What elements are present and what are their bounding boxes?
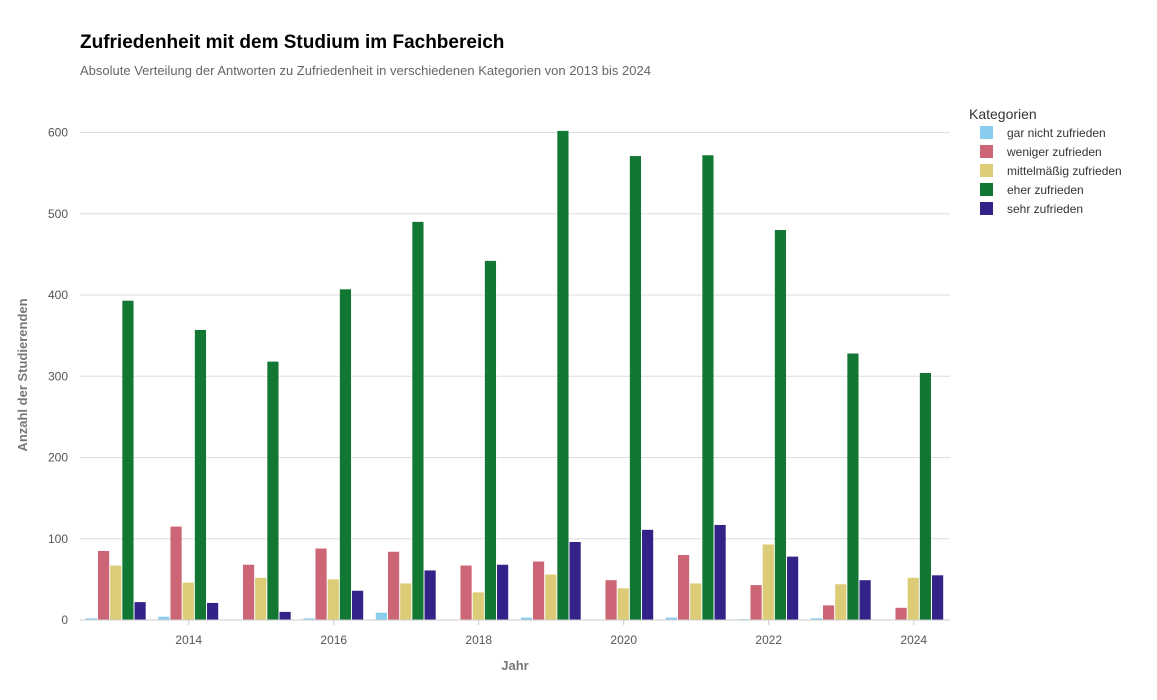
bar (919, 373, 932, 620)
bar (605, 580, 617, 620)
legend-title: Kategorien (969, 106, 1037, 122)
bar (158, 616, 170, 620)
bar (497, 564, 509, 620)
bar (714, 524, 726, 620)
bars (85, 130, 944, 620)
bar (847, 353, 859, 620)
bar (194, 329, 207, 620)
x-tick-label: 2014 (175, 633, 202, 647)
bar (375, 612, 387, 620)
bar (932, 575, 944, 620)
bar (642, 529, 654, 620)
axes: 0 100 200 300 400 500 600 2014 2016 2018 2020 2022 2… (48, 126, 950, 647)
bar (279, 611, 291, 620)
bar (400, 583, 412, 620)
bar (97, 550, 110, 620)
x-axis-title: Jahr (501, 658, 528, 673)
bar (835, 584, 847, 620)
bar (170, 526, 182, 620)
legend-swatch (980, 202, 993, 215)
y-axis-title: Anzahl der Studierenden (15, 298, 30, 451)
bar (810, 618, 822, 620)
bar (255, 577, 267, 620)
bar (532, 561, 545, 620)
x-tick-label: 2020 (610, 633, 637, 647)
legend-label: weniger zufrieden (1006, 145, 1102, 159)
bar (907, 577, 919, 620)
bar (242, 564, 255, 620)
bar (110, 565, 122, 620)
bar (327, 579, 339, 620)
bar (822, 605, 835, 620)
bar (690, 583, 702, 620)
bar (774, 230, 787, 620)
bar (859, 580, 871, 620)
bar (617, 588, 629, 620)
bar (629, 156, 642, 620)
legend-swatch (980, 126, 993, 139)
bar (787, 556, 799, 620)
y-tick-label: 100 (48, 532, 68, 546)
bar (665, 617, 677, 620)
bar (352, 590, 364, 620)
y-tick-label: 0 (61, 613, 68, 627)
chart-subtitle: Absolute Verteilung der Antworten zu Zuf… (80, 63, 651, 78)
legend-label: gar nicht zufrieden (1007, 126, 1106, 140)
bar (472, 592, 484, 620)
bar (182, 582, 194, 620)
x-tick-label: 2016 (320, 633, 347, 647)
bar (702, 155, 714, 620)
bar (315, 548, 327, 620)
y-tick-label: 600 (48, 126, 68, 140)
bar (85, 618, 97, 620)
x-tick-label: 2018 (465, 633, 492, 647)
bar (339, 289, 352, 620)
bar (134, 602, 146, 620)
y-tick-label: 500 (48, 207, 68, 221)
bar (569, 542, 581, 620)
legend: Kategorien gar nicht zufrieden weniger zuf… (969, 106, 1122, 216)
y-tick-label: 400 (48, 288, 68, 302)
bar (677, 555, 690, 620)
legend-label: sehr zufrieden (1007, 202, 1083, 216)
bar (895, 607, 907, 620)
bar (412, 221, 424, 620)
bar (460, 565, 472, 620)
bar (207, 602, 219, 620)
bar (762, 544, 774, 620)
bar (424, 570, 436, 620)
grid-lines (80, 132, 950, 540)
y-tick-label: 300 (48, 369, 68, 383)
bar (387, 551, 400, 620)
bar (545, 574, 557, 620)
legend-swatch (980, 183, 993, 196)
bar (484, 260, 497, 620)
legend-swatch (980, 145, 993, 158)
legend-swatch (980, 164, 993, 177)
bar (122, 300, 134, 620)
legend-label: mittelmäßig zufrieden (1007, 164, 1122, 178)
bar (750, 585, 762, 620)
bar (557, 130, 569, 620)
bar (267, 361, 279, 620)
bar (520, 617, 532, 620)
bar (303, 618, 315, 620)
x-tick-label: 2022 (755, 633, 782, 647)
legend-label: eher zufrieden (1007, 183, 1084, 197)
y-tick-label: 200 (48, 451, 68, 465)
x-tick-label: 2024 (900, 633, 927, 647)
chart-title: Zufriedenheit mit dem Studium im Fachber… (80, 32, 505, 53)
